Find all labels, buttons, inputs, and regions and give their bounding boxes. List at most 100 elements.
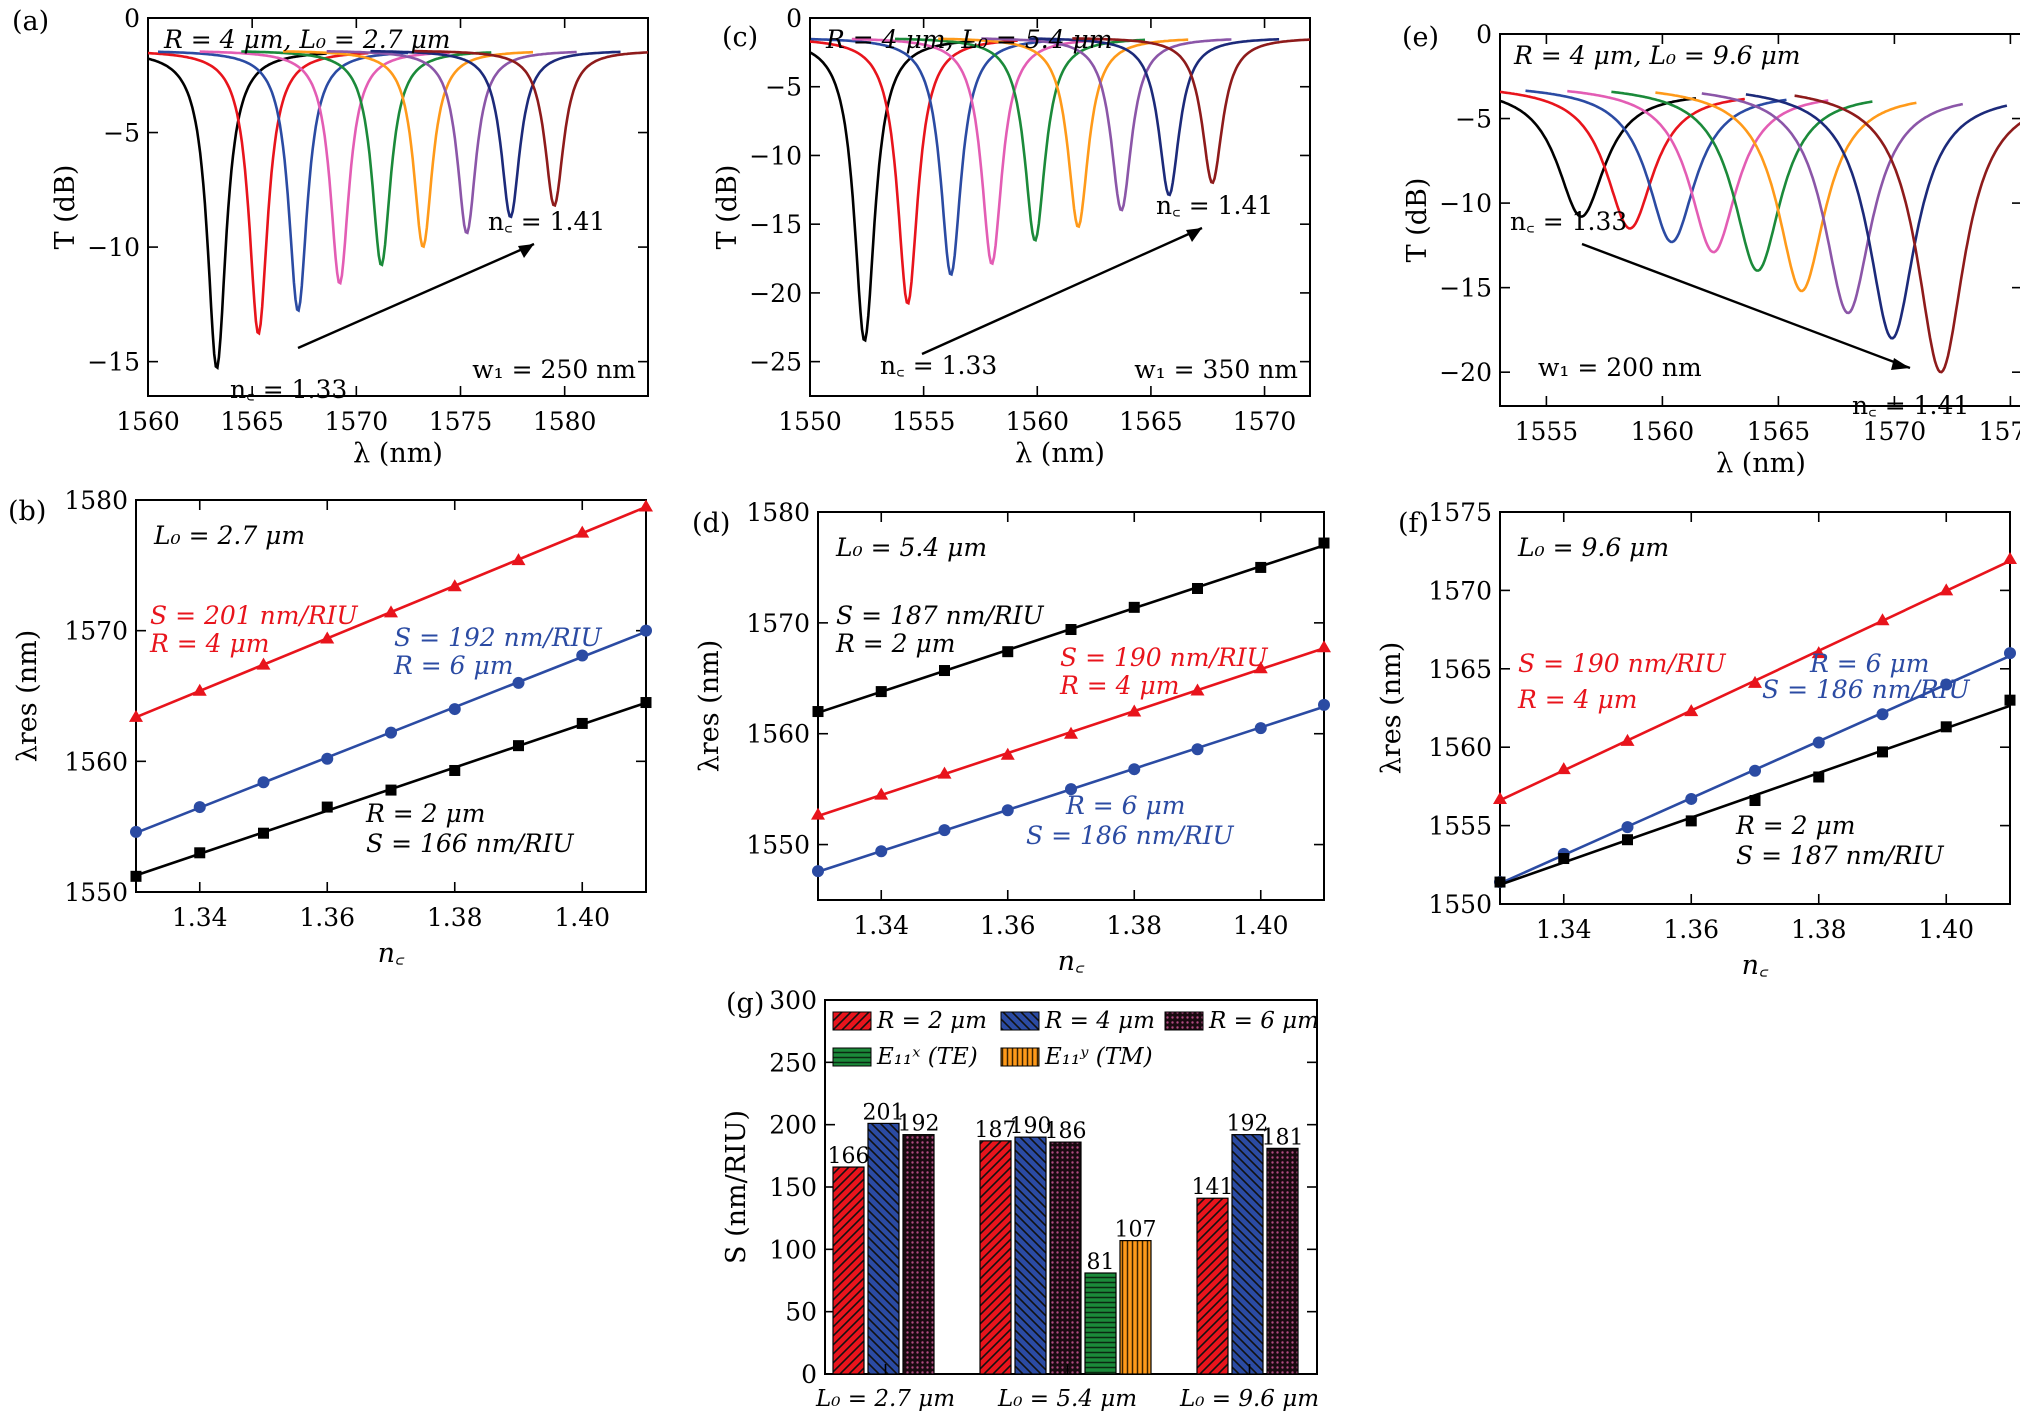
data-point-triangle [192,683,207,696]
x-tick-label: 1.34 [172,903,228,932]
panel-letter: (a) [12,6,49,37]
data-point-circle [938,824,951,837]
data-point-square [385,784,397,796]
y-axis-label: λres (nm) [12,630,43,763]
y-tick-label: 200 [769,1111,817,1140]
bar [1196,1197,1229,1375]
data-point-square [449,764,461,776]
y-tick-label: 0 [124,4,140,33]
data-point-triangle [1064,726,1078,739]
series-label-sensitivity: S = 190 nm/RIU [1518,649,1727,678]
bar [1014,1136,1047,1375]
data-point-square [1558,853,1570,865]
x-axis-label: n꜀ [1058,946,1085,977]
y-tick-label: 1570 [746,609,810,638]
series-label-radius: R = 2 μm [835,629,955,658]
x-tick-label: 1.36 [980,911,1036,940]
y-axis-label: S (nm/RIU) [721,1110,752,1264]
data-point-triangle [256,657,271,670]
bar-value-label: 187 [975,1118,1017,1143]
x-tick-label: 1.40 [1918,915,1974,944]
x-tick-label: 1.38 [427,903,483,932]
y-tick-label: −20 [1439,358,1492,387]
annotation-nc-high: n꜀ = 1.41 [488,207,605,236]
x-tick-label: 1.36 [299,903,355,932]
x-axis-label: n꜀ [1742,950,1769,981]
y-tick-label: 1570 [1428,576,1492,605]
data-point-circle [640,624,652,637]
data-point-circle [2004,647,2016,660]
spectrum-line [414,49,648,208]
data-point-triangle [1190,683,1205,696]
corner-label: L₀ = 9.6 μm [1517,533,1669,562]
arrow-shaft [297,242,535,350]
y-tick-label: −5 [765,73,802,102]
series-label-radius: R = 6 μm [393,651,513,680]
data-point-square [576,717,588,729]
spectrum-line [158,50,409,313]
legend-swatch [1164,1011,1204,1031]
data-point-triangle [320,631,335,644]
y-tick-label: −5 [1455,105,1492,134]
bar-value-label: 107 [1115,1218,1157,1243]
x-tick-label: 1560 [1631,417,1695,446]
data-point-square [258,827,269,839]
panel-letters: (a) (c) (e) (b) (d) (f) (g) [8,6,1439,1019]
bar [1084,1272,1117,1375]
series-label-radius: R = 6 μm [1809,649,1929,678]
x-axis-label: λ (nm) [1716,448,1806,479]
data-point-square [1813,771,1825,783]
data-point-circle [1621,821,1634,834]
series-label-radius: R = 6 μm [1065,791,1185,820]
series-label-radius: R = 2 μm [1735,811,1855,840]
x-tick-label: 1560 [1005,407,1069,436]
y-tick-label: 0 [1476,20,1492,49]
data-point-square [1065,624,1077,636]
corner-label: L₀ = 2.7 μm [153,521,305,550]
panel-letter: (e) [1402,22,1439,53]
data-point-triangle [1317,640,1331,653]
data-point-square [1685,815,1697,827]
annotation-nc-low: n꜀ = 1.33 [1510,207,1627,236]
spectrum-line [370,49,621,219]
x-tick-label: 1565 [220,407,284,436]
x-tick-label: 1570 [1863,417,1927,446]
bar-value-label: 192 [898,1112,940,1137]
y-tick-label: 1560 [1428,733,1492,762]
series-label-radius: R = 4 μm [1059,671,1179,700]
annotation-nc-low: n꜀ = 1.33 [230,375,347,404]
data-point-circle [812,865,824,878]
bar [867,1122,900,1375]
panel-letter: (b) [8,496,46,527]
series-label-sensitivity: S = 192 nm/RIU [394,623,603,652]
arrow-head [518,244,534,258]
bar-value-label: 141 [1192,1175,1234,1200]
data-point-circle [512,676,525,689]
data-point-square [1877,746,1888,758]
bar [902,1134,935,1375]
legend-swatch [1000,1011,1040,1031]
data-point-square [1940,721,1952,733]
series-label-sensitivity: S = 187 nm/RIU [836,601,1045,630]
x-axis-label: λ (nm) [353,438,443,469]
annotation-top: R = 4 μm, L₀ = 2.7 μm [163,25,451,54]
data-point-triangle [1000,747,1015,760]
y-tick-label: −5 [103,119,140,148]
y-tick-label: 250 [769,1048,817,1077]
y-axis-label: T (dB) [50,165,81,250]
data-point-square [939,665,950,677]
panel-b: 1.34 1.36 1.38 1.40 1550 1560 1570 1580 n꜀ λres (… [12,486,653,969]
spectrum-line [981,37,1232,212]
x-tick-label: 1575 [1979,417,2020,446]
y-tick-label: 50 [785,1298,817,1327]
plot-frame [1499,33,2020,407]
data-point-circle [130,825,142,838]
panel-letter: (c) [722,22,758,53]
data-point-square [812,706,824,718]
legend-swatch [832,1047,872,1067]
x-tick-label: 1.40 [1233,911,1289,940]
annotation-corner: w₁ = 250 nm [472,355,636,384]
x-tick-label: 1580 [533,407,597,436]
